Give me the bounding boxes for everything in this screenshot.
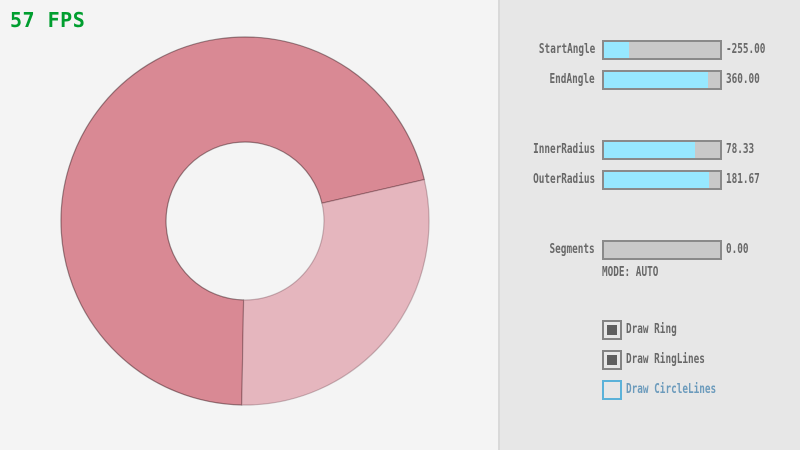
- checkbox-check-mark: [607, 355, 617, 365]
- endangle-label: EndAngle: [549, 72, 595, 87]
- draw-ring-row: Draw Ring: [500, 320, 800, 340]
- outerradius-slider-row: OuterRadius 181.67: [500, 170, 800, 190]
- segments-slider-row: Segments 0.00: [500, 240, 800, 260]
- draw-circlelines-row: Draw CircleLines: [500, 380, 800, 400]
- draw-circlelines-label: Draw CircleLines: [626, 382, 717, 397]
- draw-ringlines-row: Draw RingLines: [500, 350, 800, 370]
- innerradius-slider-fill: [604, 142, 695, 158]
- innerradius-label: InnerRadius: [533, 142, 595, 157]
- innerradius-slider[interactable]: [602, 140, 722, 160]
- startangle-label: StartAngle: [538, 42, 595, 57]
- segments-slider[interactable]: [602, 240, 722, 260]
- mode-label: MODE: AUTO: [602, 265, 659, 280]
- startangle-slider[interactable]: [602, 40, 722, 60]
- segments-label: Segments: [549, 242, 595, 257]
- endangle-slider[interactable]: [602, 70, 722, 90]
- outerradius-value: 181.67: [726, 172, 760, 187]
- endangle-value: 360.00: [726, 72, 760, 87]
- startangle-slider-fill: [604, 42, 630, 58]
- draw-ringlines-checkbox[interactable]: [602, 350, 622, 370]
- startangle-slider-row: StartAngle -255.00: [500, 40, 800, 60]
- endangle-slider-fill: [604, 72, 709, 88]
- endangle-slider-row: EndAngle 360.00: [500, 70, 800, 90]
- draw-circlelines-checkbox[interactable]: [602, 380, 622, 400]
- ring-sector-single: [241, 179, 430, 406]
- outerradius-slider[interactable]: [602, 170, 722, 190]
- innerradius-slider-row: InnerRadius 78.33: [500, 140, 800, 160]
- outerradius-label: OuterRadius: [533, 172, 595, 187]
- fps-counter: 57 FPS: [10, 8, 86, 32]
- innerradius-value: 78.33: [726, 142, 755, 157]
- draw-ringlines-label: Draw RingLines: [626, 352, 705, 367]
- startangle-value: -255.00: [726, 42, 766, 57]
- checkbox-check-mark: [607, 325, 617, 335]
- draw-ring-label: Draw Ring: [626, 322, 677, 337]
- draw-ring-checkbox[interactable]: [602, 320, 622, 340]
- ring-sector-overlap: [60, 36, 425, 406]
- segments-value: 0.00: [726, 242, 749, 257]
- outerradius-slider-fill: [604, 172, 710, 188]
- controls-panel: MODE: AUTO StartAngle -255.00 EndAngle 360.…: [498, 0, 800, 450]
